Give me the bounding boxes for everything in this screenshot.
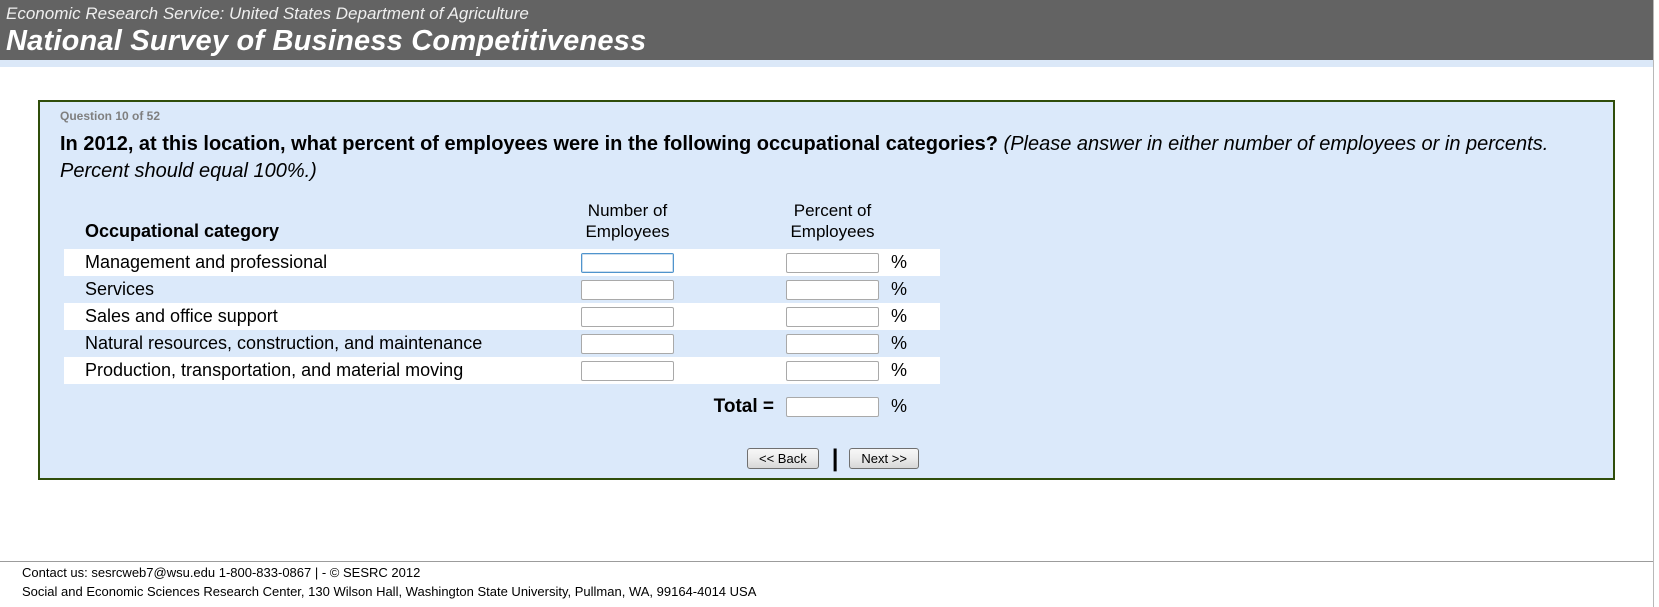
percent-sign: %: [891, 252, 908, 272]
footer-contact-line: Contact us: sesrcweb7@wsu.edu 1-800-833-…: [22, 565, 421, 580]
number-input-sales[interactable]: [581, 306, 674, 327]
question-panel: Question 10 of 52 In 2012, at this locat…: [38, 100, 1615, 480]
table-row-sales: Sales and office support %: [64, 303, 940, 330]
percent-input-sales[interactable]: [786, 306, 879, 327]
percent-sign: %: [891, 360, 908, 380]
percent-sign: %: [891, 279, 908, 299]
percent-input-production[interactable]: [786, 360, 879, 381]
total-row: Total = %: [64, 393, 940, 420]
row-label: Management and professional: [85, 252, 328, 272]
number-input-services[interactable]: [581, 279, 674, 300]
number-input-management[interactable]: [581, 252, 674, 273]
table-row-services: Services %: [64, 276, 940, 303]
question-instructions: (Please answer in either number of emplo…: [60, 133, 1549, 182]
percent-input-natural-resources[interactable]: [786, 333, 879, 354]
table-row-management: Management and professional %: [64, 249, 940, 276]
row-label: Natural resources, construction, and mai…: [85, 333, 483, 353]
percent-sign: %: [891, 396, 908, 416]
total-label: Total =: [713, 395, 774, 417]
percent-input-management[interactable]: [786, 252, 879, 273]
question-prompt: In 2012, at this location, what percent …: [60, 133, 998, 155]
row-label: Sales and office support: [85, 306, 278, 326]
table-row-production: Production, transportation, and material…: [64, 357, 940, 384]
footer-divider: [0, 561, 1653, 562]
nav-buttons: << Back | Next >>: [747, 445, 1613, 472]
percent-sign: %: [891, 306, 908, 326]
total-percent-input[interactable]: [786, 396, 879, 417]
agency-line: Economic Research Service: United States…: [6, 4, 529, 23]
column-header-category: Occupational category: [85, 221, 280, 241]
row-label: Services: [85, 279, 155, 299]
column-header-percent: Percent of Employees: [790, 201, 875, 241]
site-header: Economic Research Service: United States…: [0, 0, 1653, 60]
back-button[interactable]: << Back: [747, 448, 819, 469]
footer-address-line: Social and Economic Sciences Research Ce…: [22, 584, 757, 599]
next-button[interactable]: Next >>: [849, 448, 919, 469]
question-text: In 2012, at this location, what percent …: [60, 131, 1553, 185]
occupation-table: Occupational category Number of Employee…: [64, 200, 940, 420]
table-row-natural-resources: Natural resources, construction, and mai…: [64, 330, 940, 357]
survey-content: Question 10 of 52 In 2012, at this locat…: [0, 67, 1653, 480]
percent-input-services[interactable]: [786, 279, 879, 300]
number-input-production[interactable]: [581, 360, 674, 381]
percent-sign: %: [891, 333, 908, 353]
site-title: National Survey of Business Competitiven…: [6, 25, 647, 57]
header-accent-strip: [0, 60, 1653, 67]
site-footer: Contact us: sesrcweb7@wsu.edu 1-800-833-…: [0, 561, 1653, 600]
button-separator: |: [831, 445, 839, 472]
question-counter: Question 10 of 52: [60, 109, 161, 123]
row-label: Production, transportation, and material…: [85, 360, 464, 380]
number-input-natural-resources[interactable]: [581, 333, 674, 354]
table-header-row: Occupational category Number of Employee…: [64, 200, 940, 249]
column-header-number: Number of Employees: [585, 201, 670, 241]
